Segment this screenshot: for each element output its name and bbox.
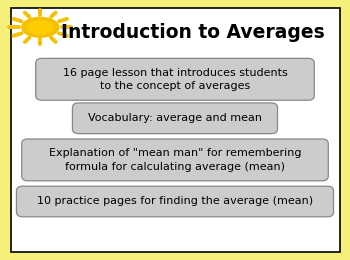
Ellipse shape xyxy=(21,17,60,38)
FancyBboxPatch shape xyxy=(10,8,340,252)
FancyBboxPatch shape xyxy=(72,103,278,134)
Text: 10 practice pages for finding the average (mean): 10 practice pages for finding the averag… xyxy=(37,197,313,206)
FancyBboxPatch shape xyxy=(36,58,314,100)
Text: Introduction to Averages: Introduction to Averages xyxy=(61,23,324,42)
Ellipse shape xyxy=(27,20,54,35)
Text: Vocabulary: average and mean: Vocabulary: average and mean xyxy=(88,113,262,123)
Text: Explanation of "mean man" for remembering
formula for calculating average (mean): Explanation of "mean man" for rememberin… xyxy=(49,148,301,172)
FancyBboxPatch shape xyxy=(22,139,328,181)
FancyBboxPatch shape xyxy=(16,186,334,217)
Text: 16 page lesson that introduces students
to the concept of averages: 16 page lesson that introduces students … xyxy=(63,68,287,91)
